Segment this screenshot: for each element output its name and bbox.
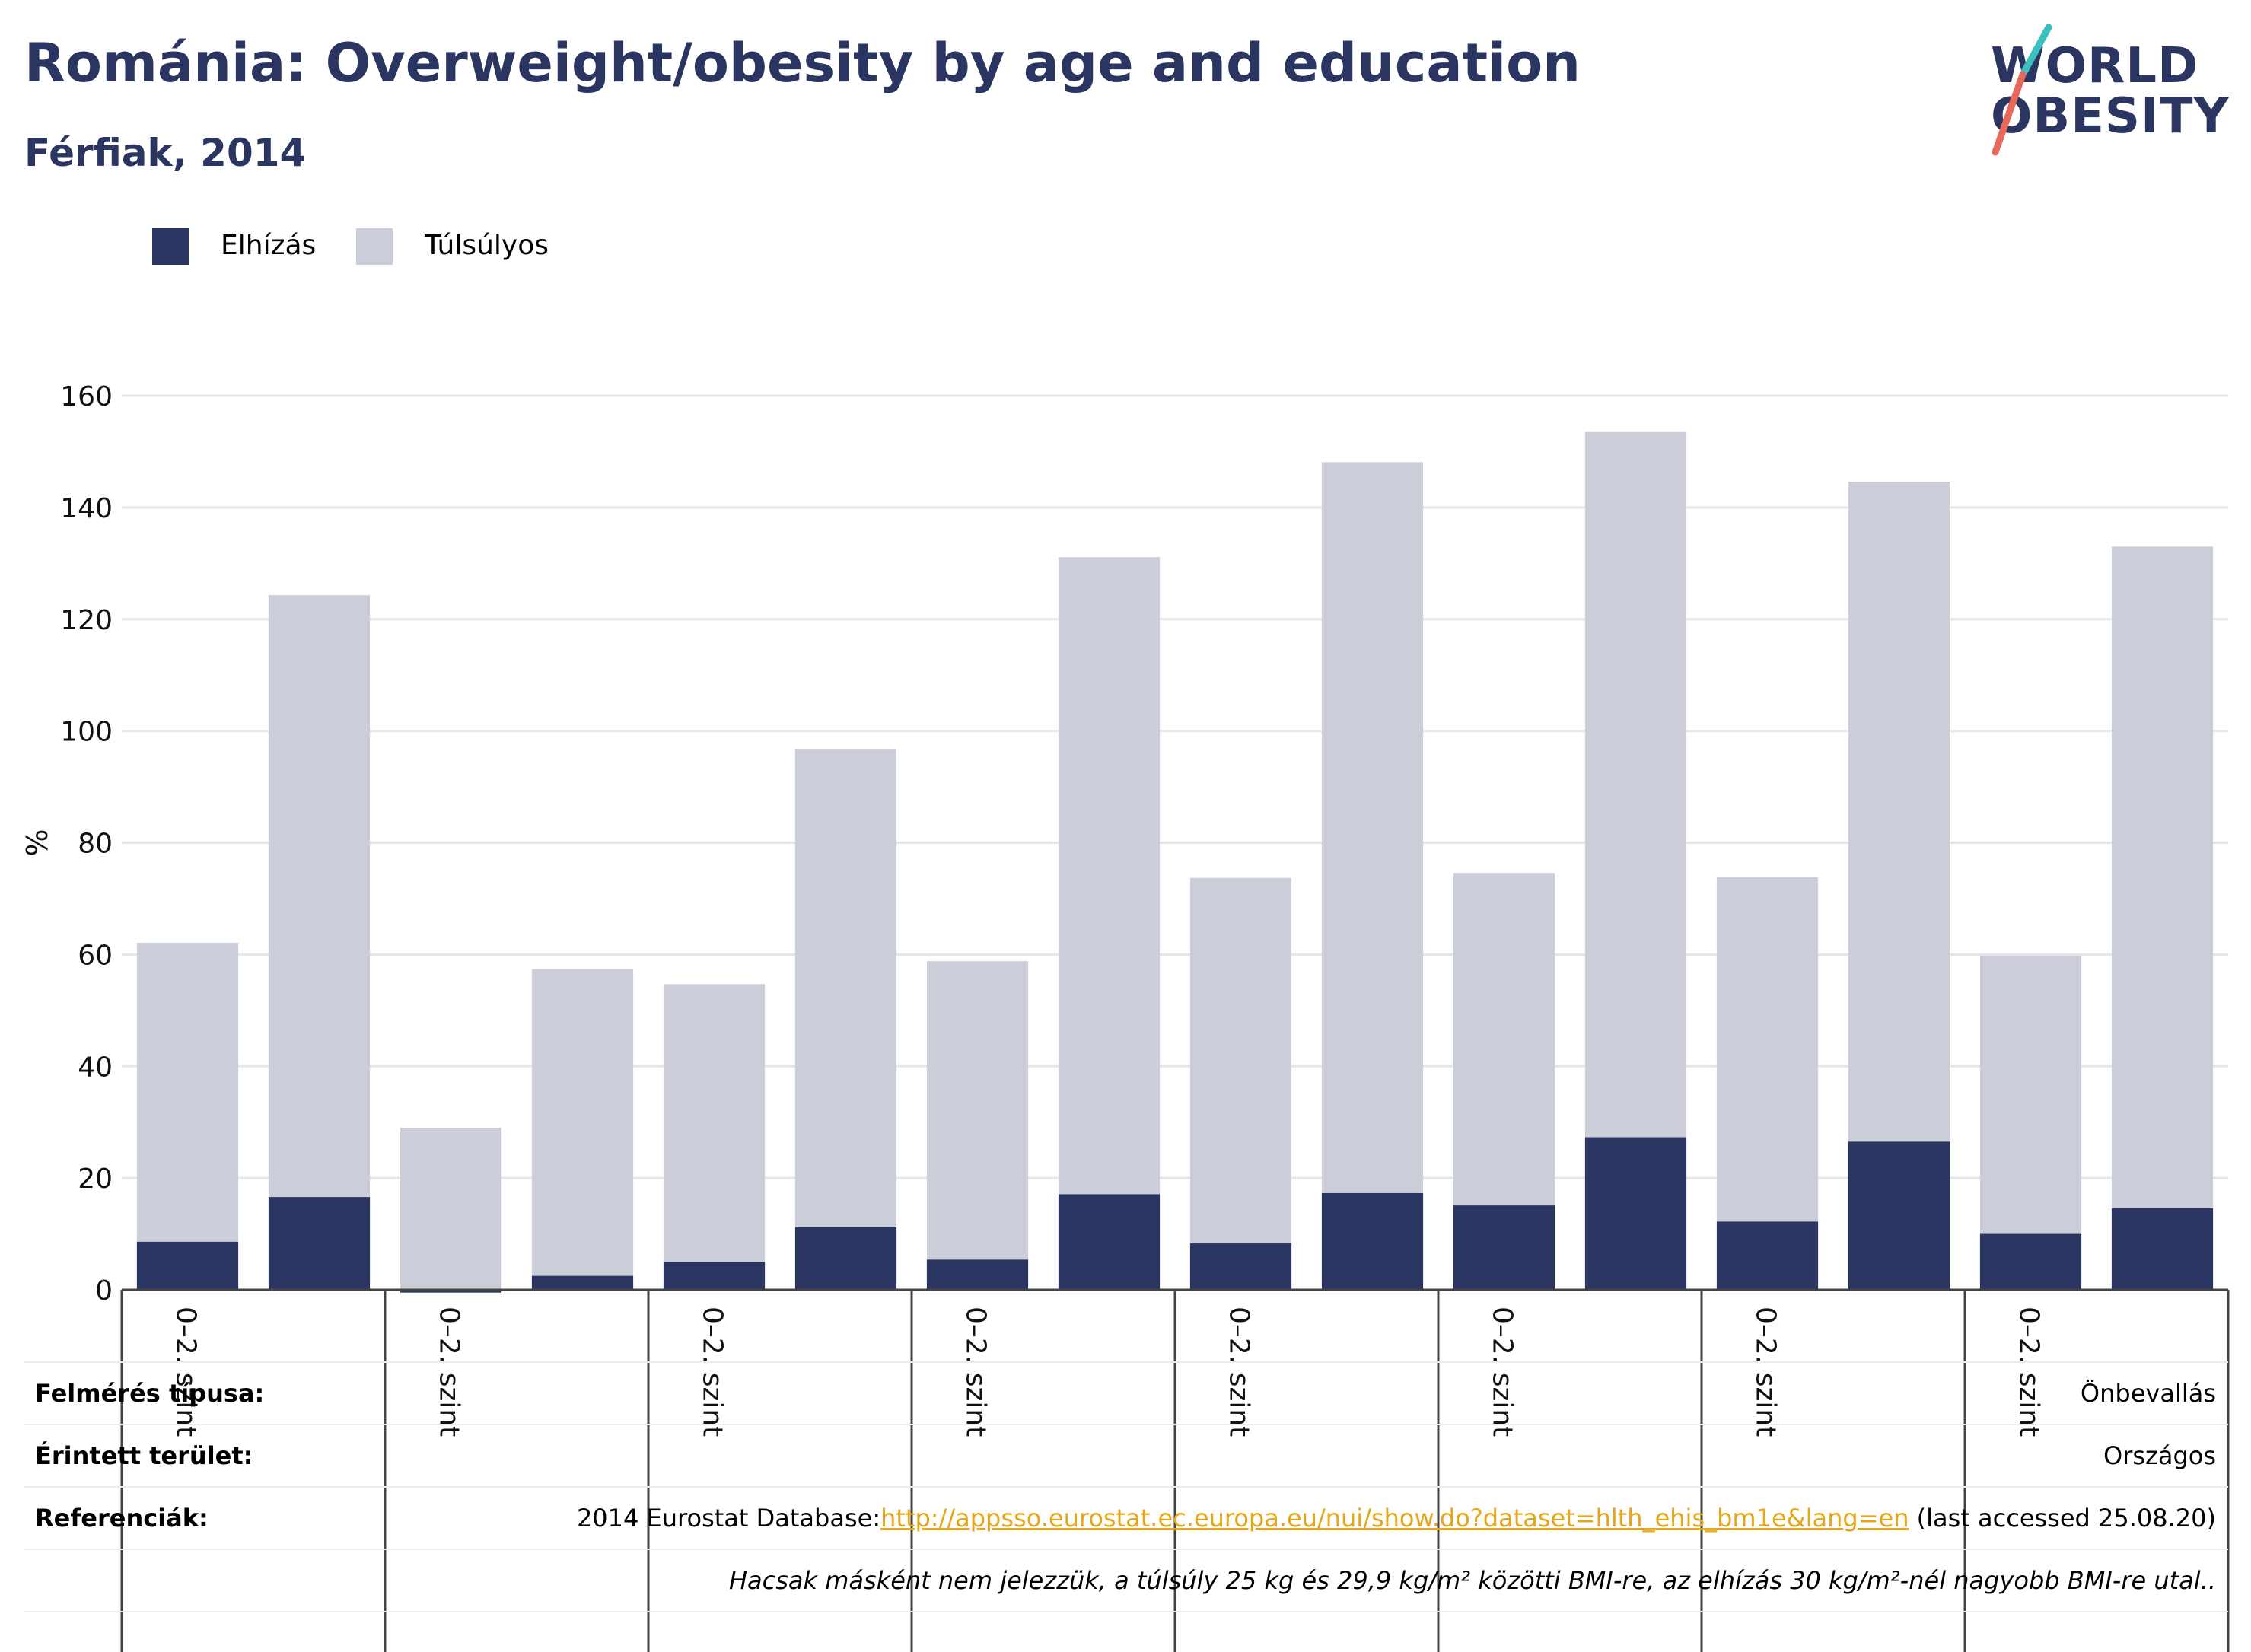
group-label: 0–2. szint	[1750, 1307, 1781, 1437]
info-row-references: Referenciák: 2014 Eurostat Database:http…	[35, 1487, 2216, 1549]
y-axis-title: %	[21, 829, 54, 856]
area-label: Érintett terület:	[35, 1441, 253, 1470]
bar-overweight	[1584, 431, 1687, 1138]
x-axis: 0–2. szint 0–2. szint 0–2. szint 0–2. szint…	[24, 1288, 2230, 1652]
y-tick-label: 80	[78, 829, 113, 860]
bar-overweight	[1453, 873, 1555, 1206]
y-tick-label: 40	[78, 1052, 113, 1083]
definition-note: Hacsak másként nem jelezzük, a túlsúly 2…	[728, 1566, 2216, 1595]
logo-word-obesity: OBESITY	[1991, 88, 2230, 145]
y-tick-label: 100	[60, 717, 113, 748]
group-label: 0–2. szint	[1224, 1307, 1255, 1437]
group-label: 0–2. szint	[434, 1307, 465, 1437]
legend-label-obesity: Elhízás	[221, 230, 317, 261]
y-tick-label: 160	[60, 381, 113, 412]
references-link[interactable]: http://appsso.eurostat.ec.europa.eu/nui/…	[880, 1504, 1909, 1533]
bar-overweight	[663, 984, 766, 1262]
survey-type-value: Önbevallás	[2080, 1379, 2216, 1408]
bar-overweight	[268, 595, 371, 1198]
legend-swatch-obesity	[152, 228, 189, 265]
bar-obesity	[136, 1241, 239, 1290]
bar-obesity	[531, 1275, 634, 1290]
world-obesity-logo: WORLD OBESITY	[1979, 21, 2237, 158]
bar-obesity	[268, 1197, 371, 1290]
group-label: 0–2. szint	[170, 1307, 202, 1437]
references-suffix: (last accessed 25.08.20)	[1909, 1504, 2216, 1533]
references-value: 2014 Eurostat Database:http://appsso.eur…	[577, 1504, 2216, 1533]
y-tick-label: 20	[78, 1163, 113, 1195]
bar-obesity	[1453, 1205, 1555, 1290]
bar-obesity	[794, 1227, 897, 1290]
bar-overweight	[1321, 462, 1424, 1193]
bar-obesity	[663, 1262, 766, 1290]
bar-obesity	[1321, 1192, 1424, 1290]
logo-slash-icon	[1992, 24, 2052, 156]
y-tick-label: 60	[78, 940, 113, 971]
bar-obesity	[1058, 1194, 1161, 1290]
info-row-note: Hacsak másként nem jelezzük, a túlsúly 2…	[35, 1549, 2216, 1612]
legend-swatch-overweight	[356, 228, 393, 265]
bar-overweight	[136, 942, 239, 1242]
bar-obesity	[1716, 1221, 1819, 1290]
bar-overweight	[794, 749, 897, 1227]
bar-overweight	[1189, 877, 1292, 1244]
bar-overweight	[1716, 877, 1819, 1222]
group-label: 0–2. szint	[1487, 1307, 1518, 1437]
chart-subtitle: Férfiak, 2014	[24, 131, 307, 175]
bar-overweight	[1058, 557, 1161, 1195]
info-row-area: Érintett terület: Országos	[35, 1424, 2216, 1487]
bar-overweight	[400, 1128, 502, 1290]
bar-obesity	[1848, 1141, 1950, 1290]
y-tick-label: 120	[60, 605, 113, 636]
info-row-survey-type: Felmérés típusa: Önbevallás	[35, 1362, 2216, 1424]
bar-obesity	[1189, 1243, 1292, 1290]
bar-overweight	[531, 969, 634, 1276]
bar-obesity	[1979, 1233, 2082, 1290]
survey-type-label: Felmérés típusa:	[35, 1379, 265, 1408]
group-label: 0–2. szint	[2014, 1307, 2045, 1437]
bar-overweight	[926, 961, 1029, 1260]
area-value: Országos	[2103, 1441, 2216, 1470]
group-label: 0–2. szint	[697, 1307, 728, 1437]
bars	[136, 431, 2214, 1293]
bar-obesity	[400, 1290, 502, 1293]
bar-obesity	[2111, 1208, 2214, 1290]
y-axis: 0 20 40 60 80 100 120 140 160%	[21, 381, 113, 1307]
bar-overweight	[1848, 482, 1950, 1142]
bar-overweight	[1979, 955, 2082, 1234]
references-label: Referenciák:	[35, 1504, 209, 1533]
references-prefix: 2014 Eurostat Database:	[576, 1504, 881, 1533]
bar-overweight	[2111, 546, 2214, 1208]
bar-obesity	[926, 1259, 1029, 1290]
bar-obesity	[1584, 1137, 1687, 1290]
y-tick-label: 0	[95, 1275, 113, 1307]
group-label: 0–2. szint	[960, 1307, 992, 1437]
legend-label-overweight: Túlsúlyos	[425, 230, 549, 261]
y-tick-label: 140	[60, 493, 113, 524]
chart-title: Románia: Overweight/obesity by age and e…	[24, 32, 1581, 94]
